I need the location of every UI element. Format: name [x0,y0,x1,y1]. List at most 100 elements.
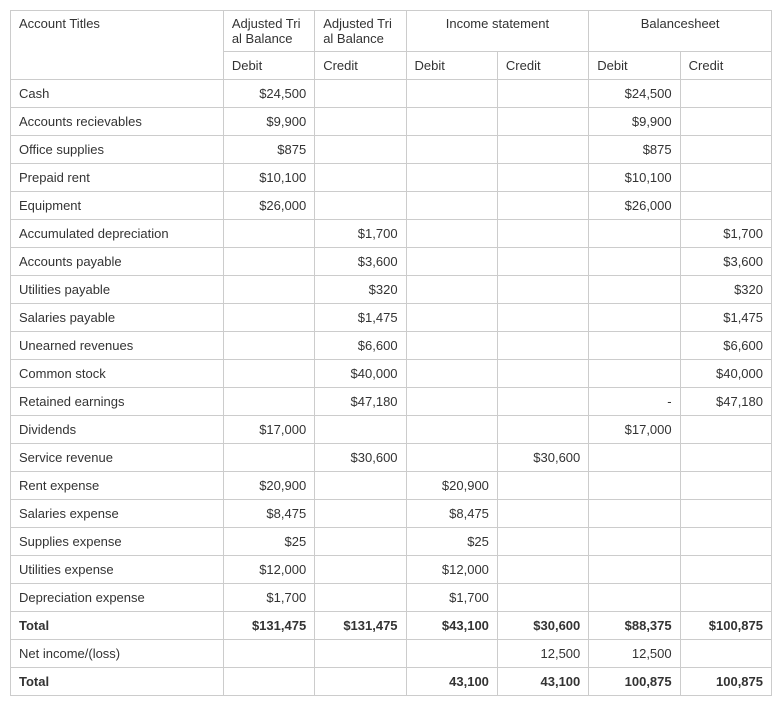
table-row-is_d [406,248,497,276]
table-row-is_d [406,192,497,220]
table-row: Equipment$26,000$26,000 [11,192,772,220]
table-row-atb_c [315,80,406,108]
table-row-bs_d [589,360,680,388]
table-row-is_d [406,332,497,360]
table-row-label: Cash [11,80,224,108]
table-row: Service revenue$30,600$30,600 [11,444,772,472]
table-row-bs_c [680,472,771,500]
table-row-label: Equipment [11,192,224,220]
table-row: Dividends$17,000$17,000 [11,416,772,444]
table-row-label: Prepaid rent [11,164,224,192]
table-row-is_d [406,444,497,472]
table-row-atb_d [223,388,314,416]
table-row-bs_c [680,528,771,556]
table-row-is_d [406,108,497,136]
table-row-atb_c [315,584,406,612]
table-row: Cash$24,500$24,500 [11,80,772,108]
total-row-2-atb_c [315,668,406,696]
table-row-atb_d [223,276,314,304]
table-row-atb_c [315,500,406,528]
table-row-label: Depreciation expense [11,584,224,612]
table-row-atb_d [223,248,314,276]
table-row-is_c: $30,600 [497,444,588,472]
total-row-1-atb_d: $131,475 [223,612,314,640]
table-row-is_d [406,304,497,332]
net-income-row-label: Net income/(loss) [11,640,224,668]
table-row: Office supplies$875$875 [11,136,772,164]
table-row-atb_c [315,136,406,164]
table-row: Accounts payable$3,600$3,600 [11,248,772,276]
table-row-bs_d: $9,900 [589,108,680,136]
hdr-credit-3: Credit [680,52,771,80]
table-row-is_d: $12,000 [406,556,497,584]
table-row-bs_c [680,416,771,444]
table-row: Common stock$40,000$40,000 [11,360,772,388]
table-row-is_c [497,500,588,528]
table-row-is_d: $25 [406,528,497,556]
table-row-bs_d [589,220,680,248]
hdr-debit-1: Debit [223,52,314,80]
table-row-is_c [497,472,588,500]
table-row-label: Utilities payable [11,276,224,304]
table-row-atb_c: $3,600 [315,248,406,276]
hdr-balance-sheet: Balancesheet [589,11,772,52]
table-row-atb_d: $17,000 [223,416,314,444]
table-row-bs_c: $40,000 [680,360,771,388]
table-row-atb_d [223,444,314,472]
hdr-adj-d: Adjusted Tri al Balance [223,11,314,52]
table-row-label: Supplies expense [11,528,224,556]
table-row-label: Common stock [11,360,224,388]
hdr-credit-2: Credit [497,52,588,80]
table-row: Unearned revenues$6,600$6,600 [11,332,772,360]
table-row: Depreciation expense$1,700$1,700 [11,584,772,612]
table-row-atb_c [315,164,406,192]
table-row-bs_c: $6,600 [680,332,771,360]
table-row-atb_d: $26,000 [223,192,314,220]
table-row-is_c [497,136,588,164]
total-row-2: Total43,10043,100100,875100,875 [11,668,772,696]
hdr-income-stmt: Income statement [406,11,589,52]
table-row-is_d: $20,900 [406,472,497,500]
total-row-1-label: Total [11,612,224,640]
table-row-label: Unearned revenues [11,332,224,360]
total-row-1-is_c: $30,600 [497,612,588,640]
table-row-bs_d: $24,500 [589,80,680,108]
table-row-is_d [406,220,497,248]
table-row-atb_c: $320 [315,276,406,304]
table-row-atb_d: $1,700 [223,584,314,612]
table-row: Retained earnings$47,180-$47,180 [11,388,772,416]
table-row-bs_d [589,304,680,332]
table-row: Utilities payable$320$320 [11,276,772,304]
table-row-bs_d: - [589,388,680,416]
header-row-1: Account Titles Adjusted Tri al Balance A… [11,11,772,52]
table-row-atb_c: $47,180 [315,388,406,416]
table-row-is_c [497,220,588,248]
table-row-is_c [497,388,588,416]
table-row-atb_d: $9,900 [223,108,314,136]
table-row-bs_c [680,444,771,472]
net-income-row-atb_c [315,640,406,668]
table-row-label: Dividends [11,416,224,444]
table-row-atb_d: $8,475 [223,500,314,528]
table-row-bs_c: $1,475 [680,304,771,332]
table-row-label: Retained earnings [11,388,224,416]
table-row-is_c [497,556,588,584]
table-row-is_d: $8,475 [406,500,497,528]
total-row-1-bs_c: $100,875 [680,612,771,640]
total-row-1-atb_c: $131,475 [315,612,406,640]
table-row-label: Accumulated depreciation [11,220,224,248]
table-row: Prepaid rent$10,100$10,100 [11,164,772,192]
table-row: Salaries payable$1,475$1,475 [11,304,772,332]
table-row-is_d [406,164,497,192]
table-row-bs_c [680,80,771,108]
hdr-credit-1: Credit [315,52,406,80]
table-row-is_c [497,360,588,388]
table-row-atb_c [315,528,406,556]
table-row-bs_d [589,556,680,584]
table-row: Salaries expense$8,475$8,475 [11,500,772,528]
table-row: Accounts recievables$9,900$9,900 [11,108,772,136]
table-row-atb_c: $1,475 [315,304,406,332]
table-row-bs_d: $17,000 [589,416,680,444]
table-row-atb_d [223,332,314,360]
table-row: Supplies expense$25$25 [11,528,772,556]
